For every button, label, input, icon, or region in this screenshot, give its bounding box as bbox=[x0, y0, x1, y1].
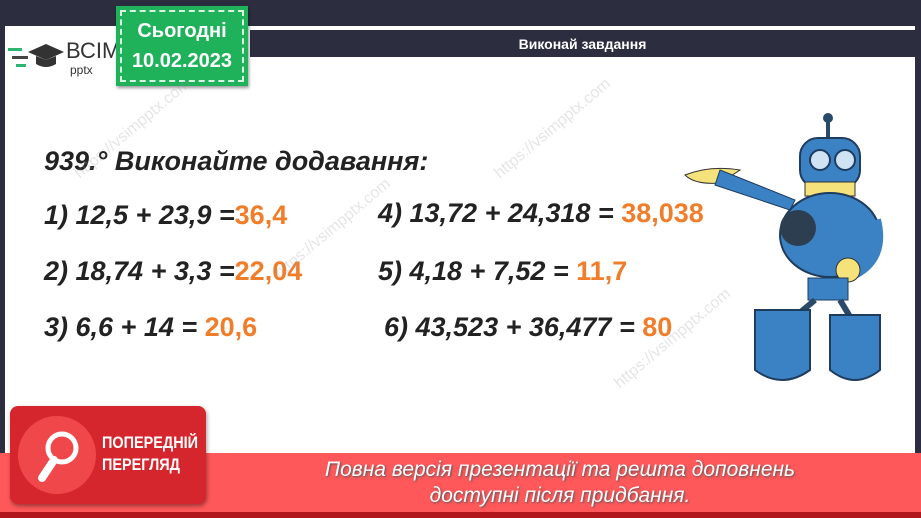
magnifier-icon bbox=[18, 416, 96, 494]
banner-bottom-bar bbox=[0, 512, 921, 518]
answer: 38,038 bbox=[621, 198, 704, 228]
answer: 80 bbox=[642, 312, 673, 342]
graduation-cap-icon bbox=[8, 44, 64, 67]
exercise-5: 5) 4,18 + 7,52 = 11,7 bbox=[378, 256, 628, 286]
date-tag: Сьогодні 10.02.2023 bbox=[116, 6, 248, 86]
exercise-2: 2) 18,74 + 3,3 =22,04 bbox=[44, 256, 303, 286]
preview-badge[interactable]: ПОПЕРЕДНІЙ ПЕРЕГЛЯД bbox=[10, 406, 206, 504]
exercise-1: 1) 12,5 + 23,9 =36,4 bbox=[44, 200, 288, 230]
answer: 20,6 bbox=[204, 312, 258, 342]
exercise-3: 3) 6,6 + 14 = 20,6 bbox=[44, 312, 258, 342]
task-heading: 939.° Виконайте додавання: bbox=[44, 146, 429, 176]
logo: ВСІМ pptx bbox=[8, 36, 120, 77]
answer: 36,4 bbox=[234, 200, 288, 230]
answer: 11,7 bbox=[576, 256, 628, 286]
exercise-4: 4) 13,72 + 24,318 = 38,038 bbox=[378, 198, 704, 228]
preview-message: Повна версія презентації та решта доповн… bbox=[324, 458, 796, 507]
answer: 22,04 bbox=[234, 256, 303, 286]
robot-illustration bbox=[684, 113, 884, 381]
exercise-6: 6) 43,523 + 36,477 = 80 bbox=[384, 312, 673, 342]
slide-title: Виконай завдання bbox=[250, 30, 915, 57]
